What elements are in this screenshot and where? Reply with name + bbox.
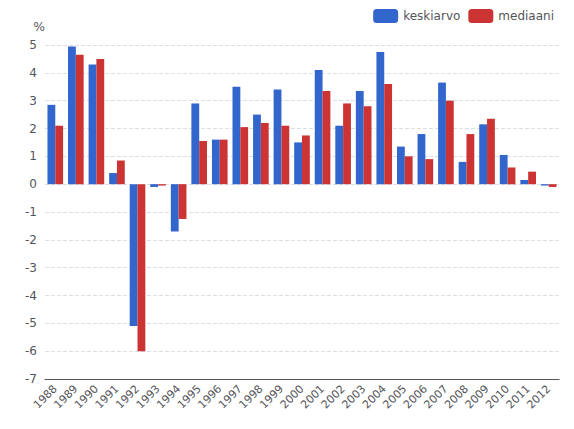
svg-text:2008: 2008 [442,382,472,412]
svg-text:1992: 1992 [113,382,143,412]
svg-text:-7: -7 [25,372,37,386]
svg-text:2007: 2007 [421,382,451,412]
svg-text:2009: 2009 [462,382,492,412]
svg-text:2012: 2012 [524,382,553,411]
svg-text:1990: 1990 [72,382,101,412]
svg-text:-4: -4 [25,289,37,303]
svg-text:2: 2 [29,122,37,136]
svg-text:4: 4 [29,66,37,80]
svg-text:2004: 2004 [359,382,389,412]
svg-text:1993: 1993 [133,382,163,412]
svg-text:mediaani: mediaani [498,9,554,23]
svg-text:%: % [34,20,45,34]
svg-text:-2: -2 [25,233,37,247]
svg-text:0: 0 [29,177,37,191]
svg-text:2006: 2006 [401,382,430,412]
svg-text:1998: 1998 [236,382,266,412]
svg-text:2010: 2010 [483,382,513,412]
svg-text:2001: 2001 [298,382,328,412]
svg-text:-1: -1 [25,205,37,219]
svg-text:2005: 2005 [380,382,410,412]
svg-text:keskiarvo: keskiarvo [403,9,460,23]
svg-text:1995: 1995 [174,382,204,412]
svg-text:1989: 1989 [51,382,81,412]
svg-text:1: 1 [29,149,37,163]
svg-text:2002: 2002 [318,382,348,412]
svg-text:-3: -3 [25,261,37,275]
svg-text:2003: 2003 [339,382,369,412]
svg-text:-5: -5 [25,316,37,330]
svg-text:5: 5 [29,38,37,52]
svg-text:1997: 1997 [215,382,245,412]
svg-text:1994: 1994 [154,382,184,412]
svg-text:1988: 1988 [30,382,60,412]
svg-text:2011: 2011 [503,382,533,412]
svg-text:1991: 1991 [92,382,122,412]
svg-text:3: 3 [29,94,37,108]
svg-text:-6: -6 [25,344,37,358]
svg-text:1996: 1996 [195,382,225,412]
svg-text:2000: 2000 [277,382,307,412]
svg-text:1999: 1999 [257,382,286,412]
